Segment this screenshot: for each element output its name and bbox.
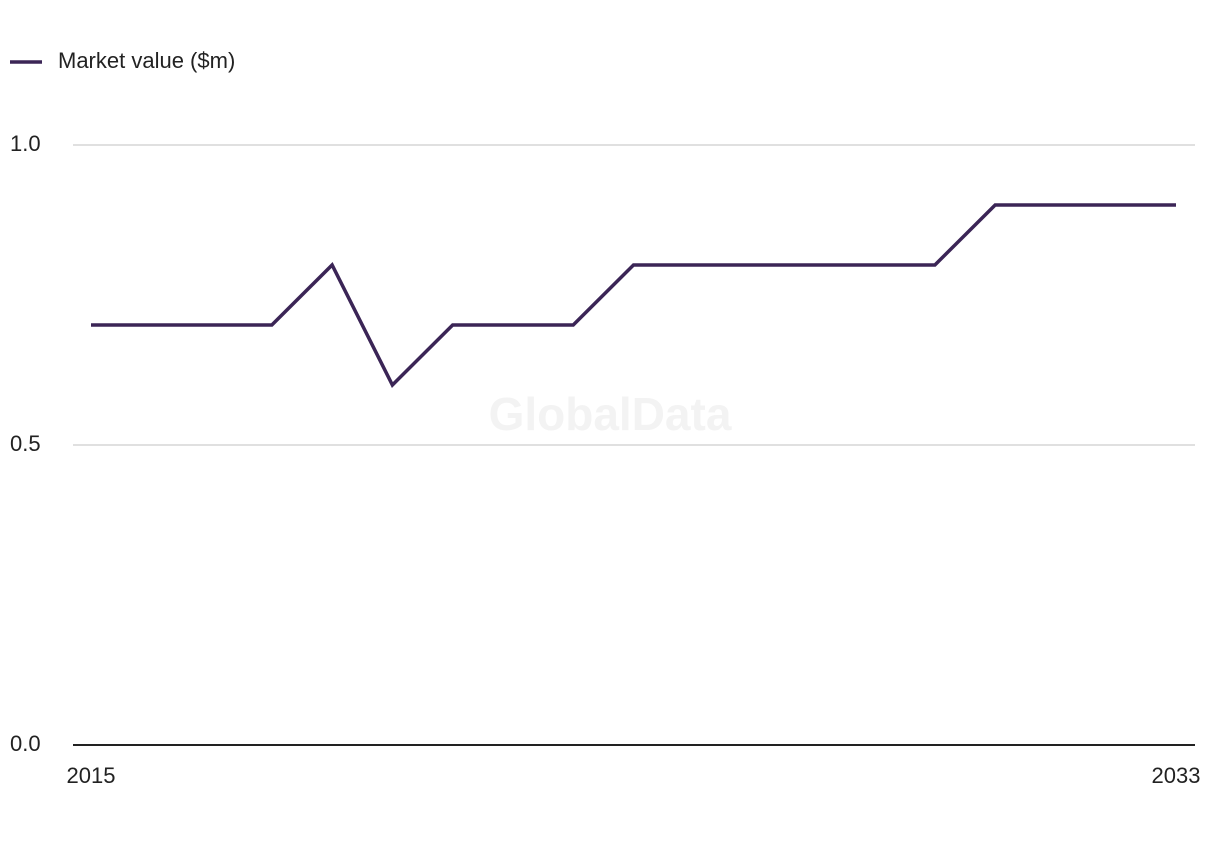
y-tick-label: 0.0 [10,731,41,756]
y-tick-label: 1.0 [10,131,41,156]
series-line [91,203,1176,388]
y-tick-label: 0.5 [10,431,41,456]
legend-label: Market value ($m) [58,48,235,73]
x-tick-label: 2033 [1152,763,1201,788]
x-tick-label: 2015 [67,763,116,788]
watermark: GlobalData [489,388,732,440]
